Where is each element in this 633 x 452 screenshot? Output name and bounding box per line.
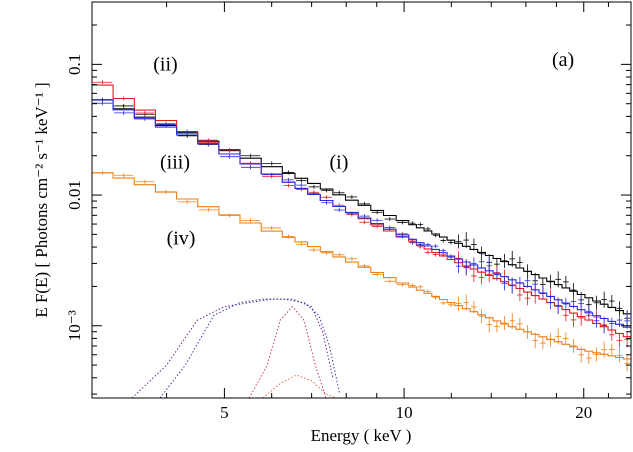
model-step-line (92, 99, 631, 315)
y-axis-title: E F(E) [ Photons cm⁻² s⁻¹ keV⁻¹ ] (32, 82, 51, 317)
y-tick-label: 0.01 (65, 180, 84, 210)
series-annotation: (ii) (153, 53, 177, 75)
series-annotation: (i) (330, 151, 349, 173)
x-tick-label: 10 (396, 403, 413, 422)
model-step-line (92, 99, 631, 328)
panel-label: (a) (552, 49, 574, 71)
plot-frame (91, 1, 632, 399)
series-annotation: (iv) (167, 227, 196, 249)
y-tick-label: 0.1 (65, 54, 84, 75)
x-axis-title: Energy ( keV ) (311, 426, 412, 445)
x-tick-label: 20 (575, 403, 592, 422)
model-component-2 (159, 298, 341, 398)
y-tick-label: 10⁻³ (65, 310, 84, 341)
model-component-4 (262, 374, 337, 398)
series-3 (92, 99, 631, 334)
x-tick-label: 5 (220, 403, 229, 422)
series-annotation: (iii) (160, 151, 190, 173)
model-component-3 (248, 305, 327, 398)
series-4 (92, 170, 631, 372)
model-component-1 (131, 298, 334, 398)
model-step-line (92, 172, 631, 360)
